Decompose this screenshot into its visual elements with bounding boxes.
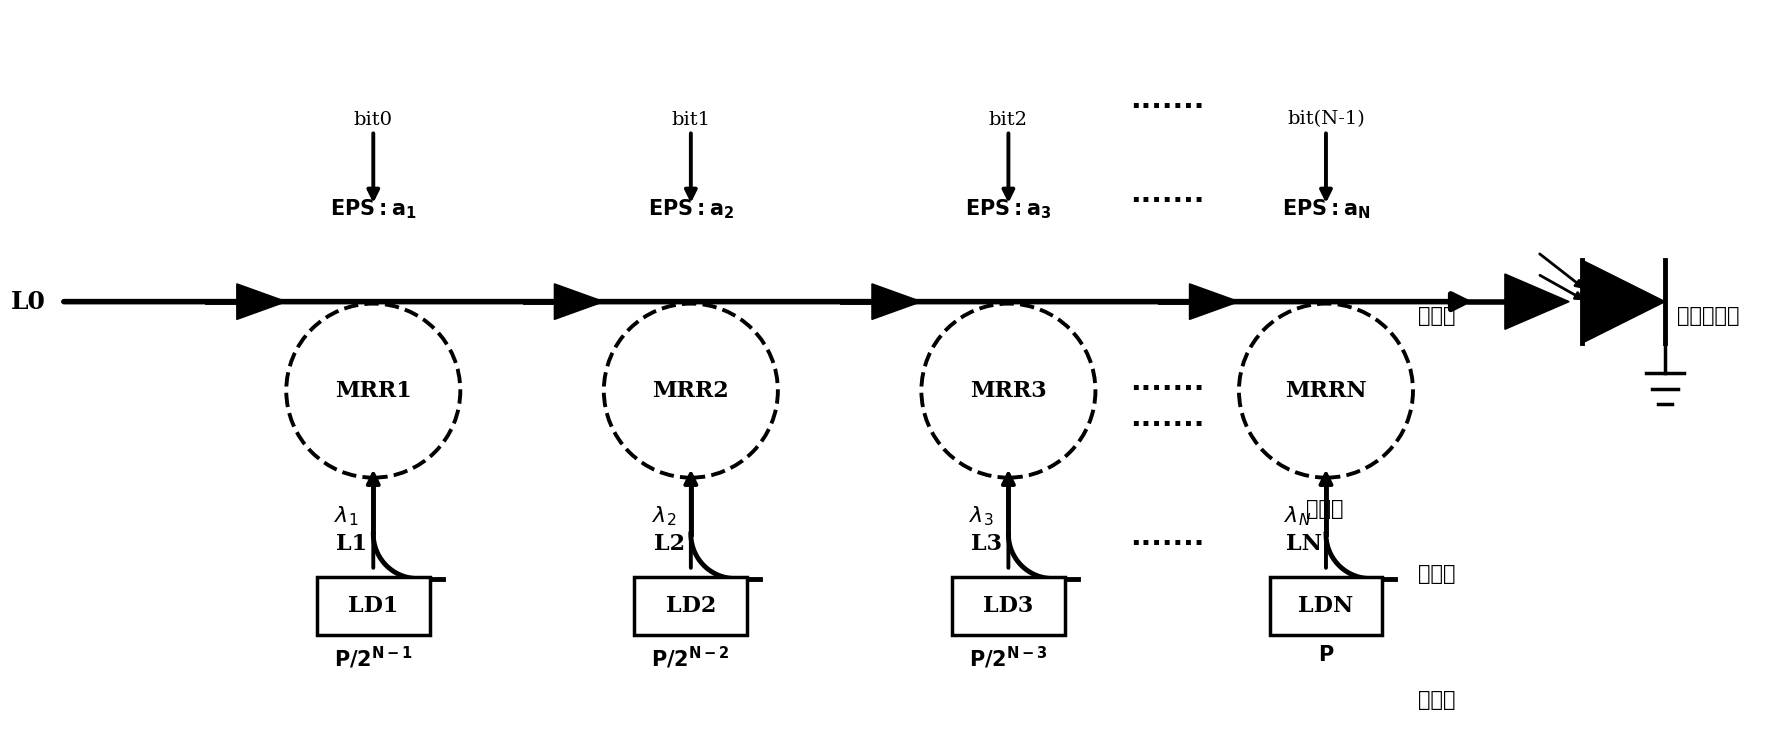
Text: MRRN: MRRN: [1284, 380, 1367, 402]
Text: bit1: bit1: [671, 111, 710, 129]
FancyBboxPatch shape: [953, 577, 1065, 635]
Text: bit0: bit0: [353, 111, 392, 129]
Text: ·······: ·······: [1129, 374, 1204, 402]
Text: LN: LN: [1286, 533, 1322, 555]
Text: LD3: LD3: [983, 595, 1033, 617]
Text: $\mathbf{P/2^{N-2}}$: $\mathbf{P/2^{N-2}}$: [651, 644, 730, 671]
Text: 上载端: 上载端: [1418, 563, 1456, 584]
Text: 直通端: 直通端: [1418, 307, 1456, 326]
Text: ·······: ·······: [1129, 186, 1204, 215]
Text: L0: L0: [11, 290, 46, 314]
Text: $\mathbf{EPS: a_{2}}$: $\mathbf{EPS: a_{2}}$: [648, 197, 733, 220]
Text: $\lambda_{1}$: $\lambda_{1}$: [334, 505, 359, 528]
Text: LD2: LD2: [665, 595, 715, 617]
Text: $\mathbf{P}$: $\mathbf{P}$: [1318, 644, 1334, 665]
Text: $\mathbf{P/2^{N-3}}$: $\mathbf{P/2^{N-3}}$: [969, 644, 1047, 671]
Text: LD1: LD1: [348, 595, 398, 617]
Text: 光电探测器: 光电探测器: [1677, 307, 1739, 326]
FancyBboxPatch shape: [1270, 577, 1383, 635]
Text: $\lambda_{N}$: $\lambda_{N}$: [1284, 505, 1311, 528]
Polygon shape: [1582, 260, 1664, 343]
Text: L3: L3: [970, 533, 1003, 555]
Text: ·······: ·······: [1129, 411, 1204, 439]
FancyBboxPatch shape: [635, 577, 747, 635]
Text: bit(N-1): bit(N-1): [1286, 111, 1365, 129]
Text: MRR3: MRR3: [970, 380, 1047, 402]
Text: 下载端: 下载端: [1306, 499, 1343, 520]
Text: ·······: ·······: [1129, 530, 1204, 558]
Text: L2: L2: [653, 533, 685, 555]
Polygon shape: [1190, 284, 1238, 320]
Text: bit2: bit2: [988, 111, 1028, 129]
Polygon shape: [237, 284, 285, 320]
Text: LDN: LDN: [1299, 595, 1354, 617]
Text: $\mathbf{EPS: a_{3}}$: $\mathbf{EPS: a_{3}}$: [965, 197, 1051, 220]
Text: $\mathbf{EPS: a_{N}}$: $\mathbf{EPS: a_{N}}$: [1281, 197, 1370, 220]
FancyBboxPatch shape: [318, 577, 430, 635]
Polygon shape: [1506, 274, 1570, 329]
Text: $\mathbf{P/2^{N-1}}$: $\mathbf{P/2^{N-1}}$: [334, 644, 412, 671]
Polygon shape: [555, 284, 603, 320]
Text: $\mathbf{EPS: a_{1}}$: $\mathbf{EPS: a_{1}}$: [330, 197, 417, 220]
Text: ·······: ·······: [1129, 92, 1204, 121]
Text: 激光器: 激光器: [1418, 690, 1456, 711]
Text: MRR1: MRR1: [335, 380, 412, 402]
Text: L1: L1: [335, 533, 368, 555]
Polygon shape: [872, 284, 921, 320]
Text: $\lambda_{2}$: $\lambda_{2}$: [651, 505, 676, 528]
Text: $\lambda_{3}$: $\lambda_{3}$: [969, 505, 994, 528]
Text: MRR2: MRR2: [653, 380, 730, 402]
